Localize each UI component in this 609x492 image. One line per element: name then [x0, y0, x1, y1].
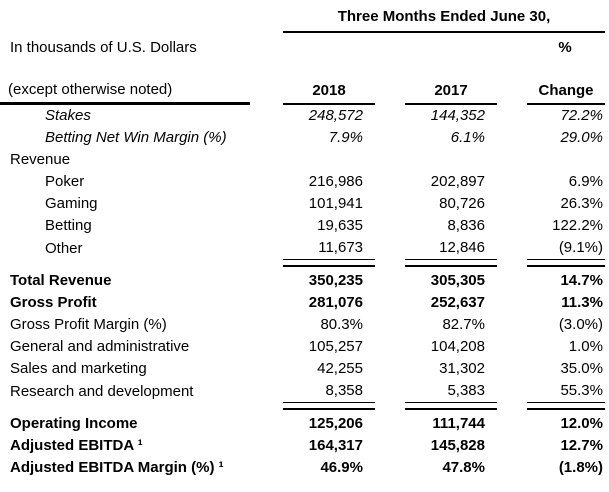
subtitle-spacer-2018: [283, 58, 375, 59]
value-2017: 5,383: [405, 380, 497, 403]
row-label: General and administrative: [10, 338, 190, 355]
table-row: Other 11,673 12,846 (9.1%): [0, 237, 609, 260]
value-2018: 350,235: [283, 265, 375, 292]
row-label: Betting: [45, 217, 92, 234]
table-row: Research and development 8,358 5,383 55.…: [0, 380, 609, 403]
row-label: Research and development: [10, 383, 194, 400]
table-row: Sales and marketing 42,255 31,302 35.0%: [0, 358, 609, 380]
value-change: 14.7%: [527, 265, 605, 292]
value-2018: 8,358: [283, 380, 375, 403]
title-row: Three Months Ended June 30,: [0, 6, 609, 33]
value-2017: 144,352: [430, 107, 485, 124]
row-label: Gross Profit Margin (%): [10, 316, 167, 333]
value-2017: 80,726: [439, 195, 485, 212]
value-2017: 6.1%: [450, 129, 485, 146]
row-label: Total Revenue: [10, 272, 112, 289]
value-2017: 31,302: [439, 360, 485, 377]
value-2018: 46.9%: [320, 459, 363, 476]
table-row: Gross Profit Margin (%) 80.3% 82.7% (3.0…: [0, 314, 609, 336]
table-row: Adjusted EBITDA Margin (%) ¹ 46.9% 47.8%…: [0, 457, 609, 479]
value-change: 12.7%: [560, 437, 603, 454]
value-change: 1.0%: [568, 338, 603, 355]
table-body: Stakes 248,572 144,352 72.2% Betting Net…: [0, 105, 609, 479]
value-change: (1.8%): [558, 459, 603, 476]
value-2018: 125,206: [283, 408, 375, 435]
value-change: 55.3%: [527, 380, 605, 403]
row-label: Adjusted EBITDA Margin (%) ¹: [10, 459, 224, 476]
value-2018: 7.9%: [328, 129, 363, 146]
value-2018: 248,572: [308, 107, 363, 124]
value-2018: 80.3%: [320, 316, 363, 333]
value-2018: 101,941: [308, 195, 363, 212]
column-header-2017: 2017: [405, 80, 497, 105]
value-2017: 82.7%: [442, 316, 485, 333]
row-label: Revenue: [10, 151, 71, 168]
table-row: Stakes 248,572 144,352 72.2%: [0, 105, 609, 127]
period-header: Three Months Ended June 30,: [283, 6, 605, 33]
percent-label: %: [558, 39, 572, 56]
row-label: Gaming: [45, 195, 98, 212]
table-row: Gross Profit 281,076 252,637 11.3%: [0, 292, 609, 314]
value-2017: 305,305: [405, 265, 497, 292]
column-header-row: (except otherwise noted) 2018 2017 Chang…: [0, 79, 609, 105]
value-2018: 216,986: [308, 173, 363, 190]
table-row: General and administrative 105,257 104,2…: [0, 336, 609, 358]
row-label: Other: [45, 240, 83, 257]
value-change: 12.0%: [527, 408, 605, 435]
value-change: 26.3%: [560, 195, 603, 212]
row-label: Sales and marketing: [10, 360, 147, 377]
row-label: Adjusted EBITDA ¹: [10, 437, 143, 454]
row-label: Betting Net Win Margin (%): [45, 129, 227, 146]
subtitle-spacer-2017: [405, 58, 497, 59]
note-cell: (except otherwise noted): [0, 79, 253, 105]
units-note: In thousands of U.S. Dollars: [10, 39, 197, 56]
value-change: 29.0%: [560, 129, 603, 146]
value-2017: 145,828: [430, 437, 485, 454]
value-change: 6.9%: [568, 173, 603, 190]
value-2017: 104,208: [430, 338, 485, 355]
value-change: 11.3%: [561, 294, 603, 311]
column-header-change: Change: [527, 80, 605, 105]
value-2018: 164,317: [308, 437, 363, 454]
value-2018: 42,255: [317, 360, 363, 377]
table-row: Betting 19,635 8,836 122.2%: [0, 215, 609, 237]
value-2017: 202,897: [430, 173, 485, 190]
table-row: Revenue: [0, 149, 609, 171]
row-label: Operating Income: [10, 415, 138, 432]
table-row: Poker 216,986 202,897 6.9%: [0, 171, 609, 193]
table-row: Total Revenue 350,235 305,305 14.7%: [0, 265, 609, 292]
financial-statement: Three Months Ended June 30, In thousands…: [0, 6, 609, 479]
table-row: Adjusted EBITDA ¹ 164,317 145,828 12.7%: [0, 435, 609, 457]
value-change: (3.0%): [558, 316, 603, 333]
value-2017: 12,846: [405, 237, 497, 260]
row-label: Stakes: [45, 107, 91, 124]
value-2018: 281,076: [308, 294, 363, 311]
table-row: Gaming 101,941 80,726 26.3%: [0, 193, 609, 215]
table-row: Operating Income 125,206 111,744 12.0%: [0, 408, 609, 435]
value-2017: 111,744: [405, 408, 497, 435]
value-2017: 252,637: [430, 294, 485, 311]
value-2018: 19,635: [317, 217, 363, 234]
row-label: Gross Profit: [10, 294, 97, 311]
value-change: 122.2%: [552, 217, 603, 234]
value-2017: 47.8%: [442, 459, 485, 476]
value-2018: 11,673: [283, 237, 375, 260]
column-header-2018: 2018: [283, 80, 375, 105]
value-2018: 105,257: [308, 338, 363, 355]
table-row: Betting Net Win Margin (%) 7.9% 6.1% 29.…: [0, 127, 609, 149]
row-label: Poker: [45, 173, 85, 190]
value-change: 35.0%: [560, 360, 603, 377]
title-row-spacer: [0, 32, 253, 33]
value-change: 72.2%: [560, 107, 603, 124]
note-label: (except otherwise noted): [0, 79, 250, 105]
value-change: (9.1%): [527, 237, 605, 260]
value-2017: 8,836: [447, 217, 485, 234]
subtitle-row: In thousands of U.S. Dollars %: [0, 37, 609, 59]
